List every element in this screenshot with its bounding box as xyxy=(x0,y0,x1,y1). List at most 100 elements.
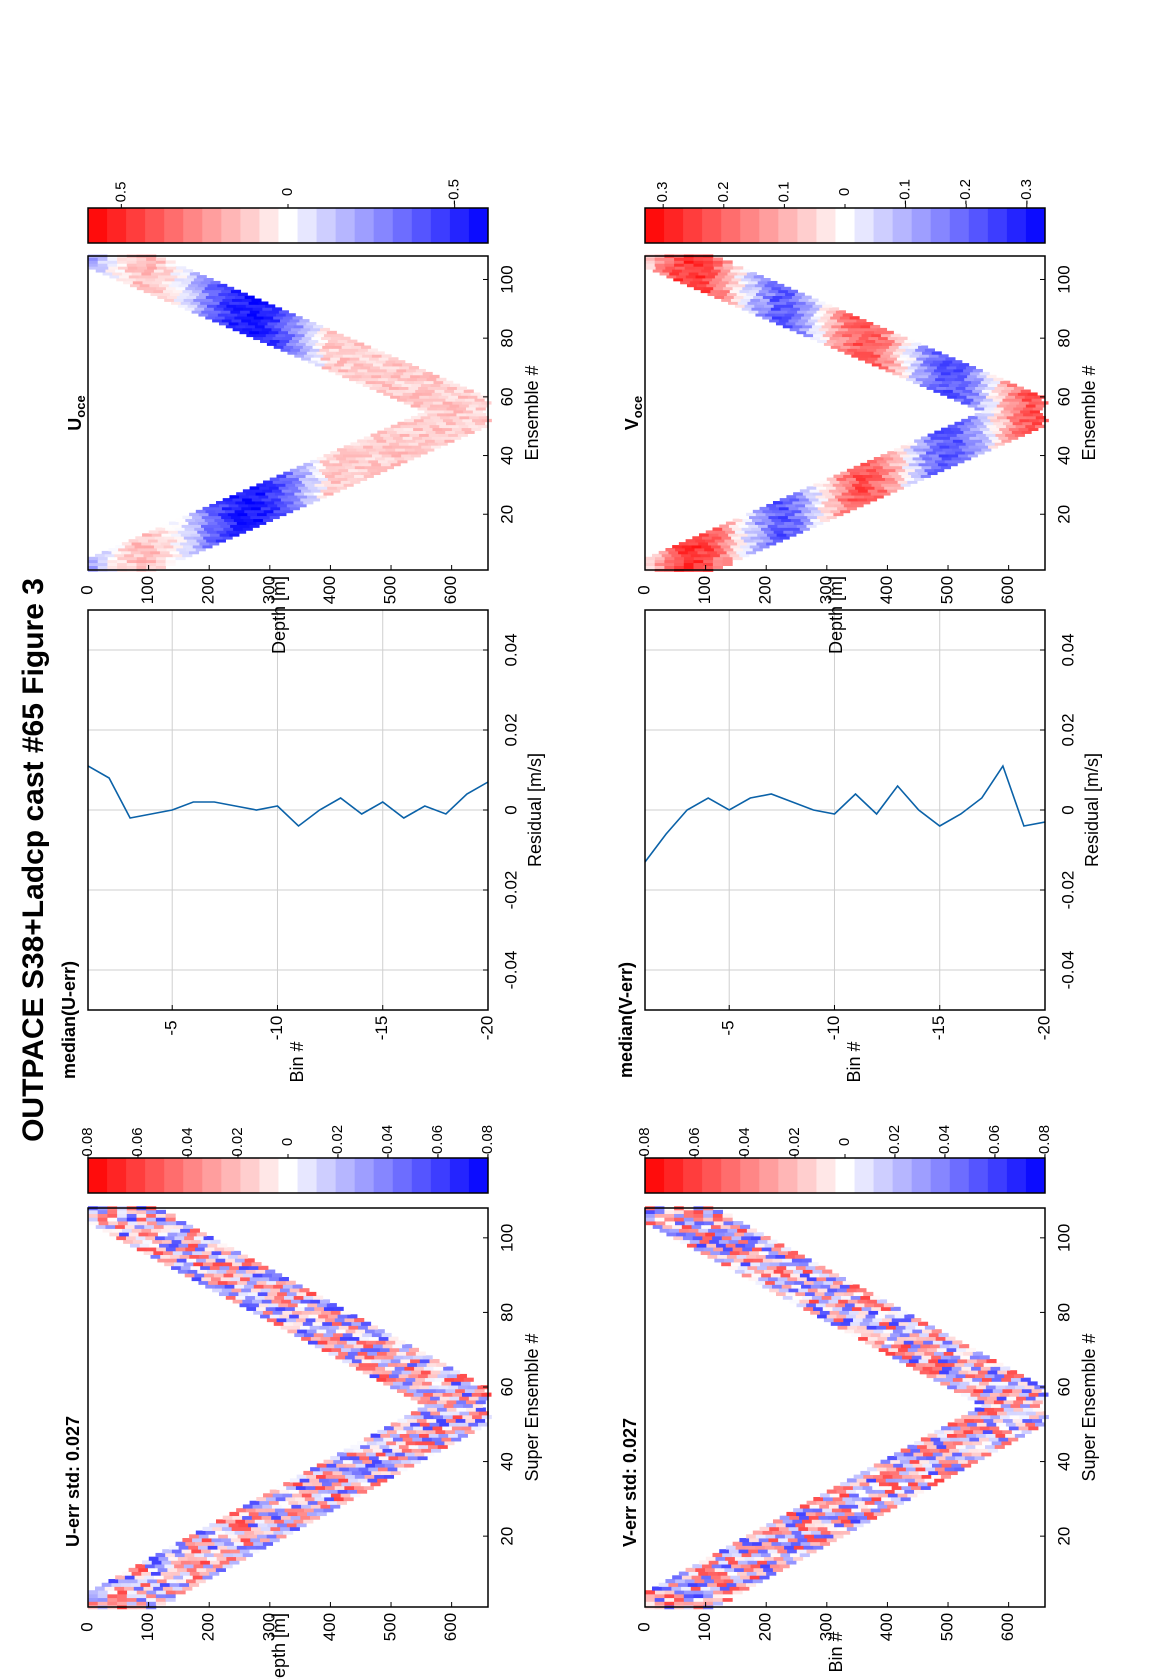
heatmap-cell xyxy=(153,1575,165,1580)
heatmap-cell xyxy=(834,1511,846,1517)
heatmap-cell xyxy=(755,313,766,317)
heatmap-cell xyxy=(354,474,365,478)
x-tick-label: -0.04 xyxy=(501,951,520,990)
heatmap-cell xyxy=(376,389,387,393)
colorbar-tick-label: 0.5 xyxy=(112,182,129,203)
heatmap-cell xyxy=(304,1496,315,1502)
heatmap-cell xyxy=(821,324,832,329)
heatmap-cell xyxy=(905,468,916,473)
heatmap-cell xyxy=(863,351,874,355)
heatmap-cell xyxy=(317,330,328,335)
heatmap-cell xyxy=(917,471,928,476)
heatmap-cell xyxy=(961,1366,972,1371)
heatmap-cell xyxy=(861,1496,872,1502)
heatmap-cell xyxy=(336,1452,348,1457)
heatmap-cell xyxy=(271,498,282,502)
heatmap-cell xyxy=(200,301,211,305)
heatmap-cell xyxy=(403,1355,414,1360)
heatmap-cell xyxy=(794,1254,805,1259)
heatmap-cell xyxy=(207,283,218,288)
heatmap-cell xyxy=(88,1209,99,1214)
heatmap-cell xyxy=(852,342,864,346)
colorbar-cell xyxy=(645,208,665,243)
heatmap-cell xyxy=(664,1209,675,1214)
heatmap-cell xyxy=(399,1385,410,1390)
heatmap-cell xyxy=(88,266,99,270)
heatmap-cell xyxy=(723,547,734,552)
heatmap-cell xyxy=(945,1373,957,1379)
heatmap-cell xyxy=(181,1549,192,1554)
heatmap-cell xyxy=(975,1444,986,1449)
heatmap-cell xyxy=(389,1347,400,1352)
heatmap-cell xyxy=(858,1310,869,1315)
heatmap-cell xyxy=(1000,410,1011,414)
x-axis-label: Residual [m/s] xyxy=(525,753,545,867)
heatmap-cell xyxy=(220,1549,231,1554)
colorbar-cell xyxy=(126,208,146,243)
heatmap-cell xyxy=(365,457,376,461)
heatmap-cell xyxy=(310,489,321,493)
heatmap-cell xyxy=(366,448,377,452)
heatmap-cell xyxy=(885,468,896,473)
heatmap-cell xyxy=(88,556,99,561)
heatmap-cell xyxy=(177,304,188,308)
heatmap-cell xyxy=(910,445,921,449)
heatmap-cell xyxy=(430,383,441,387)
heatmap-cell xyxy=(816,515,828,520)
heatmap-cell xyxy=(735,1545,746,1550)
heatmap-cell xyxy=(932,360,943,364)
heatmap-cell xyxy=(898,1347,909,1352)
heatmap-cell xyxy=(982,439,993,443)
heatmap-cell xyxy=(228,503,239,508)
heatmap-cell xyxy=(645,562,656,566)
heatmap-cell xyxy=(888,345,900,349)
heatmap-cell xyxy=(1016,1396,1027,1401)
heatmap-cell xyxy=(191,310,202,314)
heatmap-cell xyxy=(965,386,976,390)
heatmap-cell xyxy=(192,1538,203,1543)
heatmap-cell xyxy=(864,1303,875,1308)
heatmap-cell xyxy=(839,1284,850,1289)
heatmap-cell xyxy=(689,1239,700,1244)
heatmap-cell xyxy=(645,263,656,267)
heatmap-cell xyxy=(239,1303,250,1308)
heatmap-cell xyxy=(436,421,447,426)
heatmap-cell xyxy=(913,1340,924,1345)
heatmap-cell xyxy=(645,556,656,561)
heatmap-cell xyxy=(775,1254,786,1259)
heatmap-cell xyxy=(732,1590,743,1595)
heatmap-cell xyxy=(216,304,227,308)
heatmap-cell xyxy=(854,1511,865,1517)
heatmap-cell xyxy=(967,424,978,429)
heatmap-cell xyxy=(909,1332,920,1338)
heatmap-cell xyxy=(829,480,840,484)
heatmap-cell xyxy=(893,448,905,452)
heatmap-cell xyxy=(143,1586,154,1591)
heatmap-cell xyxy=(890,1496,901,1502)
heatmap-cell xyxy=(415,389,426,393)
heatmap-cell xyxy=(878,480,889,484)
heatmap-cell xyxy=(1011,1377,1022,1382)
heatmap-cell xyxy=(927,366,938,370)
heatmap-cell xyxy=(794,1534,805,1539)
heatmap-cell xyxy=(959,363,970,367)
heatmap-cell xyxy=(931,371,942,376)
heatmap-cell xyxy=(703,260,714,264)
heatmap-cell xyxy=(842,313,853,317)
heatmap-cell xyxy=(155,1552,166,1558)
heatmap-cell xyxy=(888,1321,900,1326)
heatmap-cell xyxy=(882,342,893,346)
heatmap-cell xyxy=(744,275,755,279)
heatmap-cell xyxy=(454,389,465,393)
heatmap-cell xyxy=(772,501,784,505)
heatmap-cell xyxy=(796,1549,807,1554)
heatmap-cell xyxy=(817,319,828,323)
heatmap-cell xyxy=(229,495,240,499)
heatmap-cell xyxy=(799,527,810,531)
heatmap-cell xyxy=(327,1314,339,1319)
heatmap-cell xyxy=(773,530,784,534)
heatmap-cell xyxy=(799,1504,810,1509)
heatmap-cell xyxy=(831,1508,843,1513)
heatmap-cell xyxy=(214,1284,226,1289)
heatmap-cell xyxy=(902,1329,913,1334)
